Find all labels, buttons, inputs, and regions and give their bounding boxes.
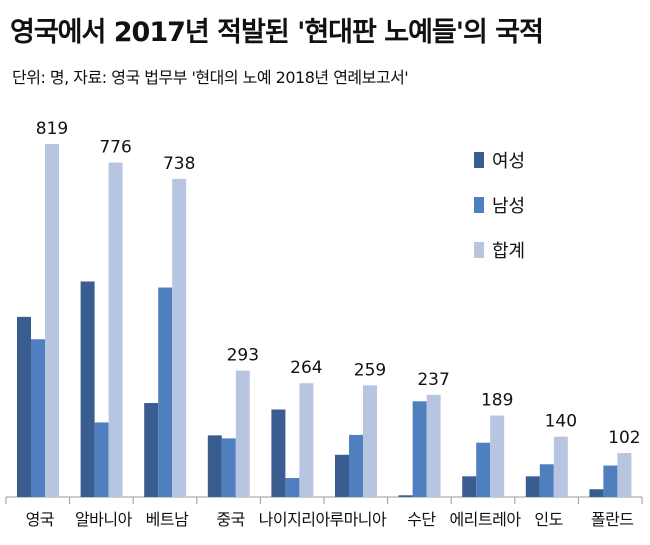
bar-남성-영국 bbox=[31, 339, 45, 497]
bar-여성-베트남 bbox=[144, 403, 159, 497]
bar-합계-중국 bbox=[235, 370, 250, 497]
total-label: 819 bbox=[36, 119, 68, 139]
bar-합계-폴란드 bbox=[617, 453, 632, 497]
legend-swatch-합계 bbox=[474, 242, 484, 258]
category-label: 나이지리아 bbox=[259, 510, 331, 529]
bar-합계-나이지리아 bbox=[299, 383, 314, 497]
bar-남성-중국 bbox=[221, 438, 236, 497]
bar-여성-에리트레아 bbox=[462, 476, 477, 497]
total-label: 102 bbox=[608, 428, 640, 448]
bar-남성-베트남 bbox=[158, 287, 173, 497]
category-label: 루마니아 bbox=[329, 510, 387, 529]
total-label: 189 bbox=[481, 391, 513, 411]
bar-남성-폴란드 bbox=[603, 465, 618, 497]
total-label: 738 bbox=[163, 154, 195, 174]
bar-남성-수단 bbox=[412, 401, 427, 497]
legend-label-합계: 합계 bbox=[492, 241, 525, 262]
bar-남성-알바니아 bbox=[94, 422, 109, 497]
legend-swatch-여성 bbox=[474, 152, 484, 168]
bar-여성-나이지리아 bbox=[271, 409, 286, 497]
total-label: 293 bbox=[227, 346, 259, 366]
category-label: 영국 bbox=[26, 510, 54, 529]
category-label: 폴란드 bbox=[591, 510, 634, 529]
bar-남성-에리트레아 bbox=[476, 442, 491, 497]
bar-남성-인도 bbox=[539, 464, 554, 497]
bar-여성-영국 bbox=[17, 316, 31, 497]
chart-title: 영국에서 2017년 적발된 '현대판 노예들'의 국적 bbox=[10, 17, 544, 48]
category-label: 에리트레아 bbox=[449, 510, 521, 529]
bar-합계-루마니아 bbox=[363, 385, 377, 497]
legend-label-여성: 여성 bbox=[492, 151, 525, 172]
bar-합계-베트남 bbox=[172, 178, 187, 497]
total-label: 259 bbox=[354, 360, 386, 380]
legend-swatch-남성 bbox=[474, 197, 484, 213]
bar-여성-루마니아 bbox=[335, 454, 349, 497]
bar-여성-인도 bbox=[525, 476, 540, 497]
category-label: 알바니아 bbox=[75, 510, 133, 529]
total-label: 140 bbox=[545, 412, 577, 432]
bar-합계-알바니아 bbox=[108, 162, 123, 498]
bar-여성-중국 bbox=[207, 435, 222, 497]
total-label: 264 bbox=[290, 358, 322, 378]
legend-label-남성: 남성 bbox=[492, 196, 525, 217]
bar-합계-에리트레아 bbox=[490, 415, 505, 497]
bar-여성-알바니아 bbox=[80, 281, 95, 497]
bar-남성-나이지리아 bbox=[285, 478, 300, 497]
bar-여성-수단 bbox=[398, 495, 413, 497]
total-label: 776 bbox=[99, 138, 131, 158]
bar-합계-영국 bbox=[45, 144, 59, 497]
category-label: 수단 bbox=[407, 510, 436, 529]
category-label: 중국 bbox=[216, 510, 244, 529]
bar-남성-루마니아 bbox=[349, 434, 363, 497]
total-label: 237 bbox=[417, 370, 449, 390]
chart-subtitle: 단위: 명, 자료: 영국 법무부 '현대의 노예 2018년 연례보고서' bbox=[12, 68, 409, 87]
bar-합계-인도 bbox=[553, 436, 568, 497]
bar-합계-수단 bbox=[426, 394, 441, 497]
bar-여성-폴란드 bbox=[589, 489, 604, 497]
category-label: 인도 bbox=[534, 510, 562, 529]
category-label: 베트남 bbox=[146, 510, 189, 529]
